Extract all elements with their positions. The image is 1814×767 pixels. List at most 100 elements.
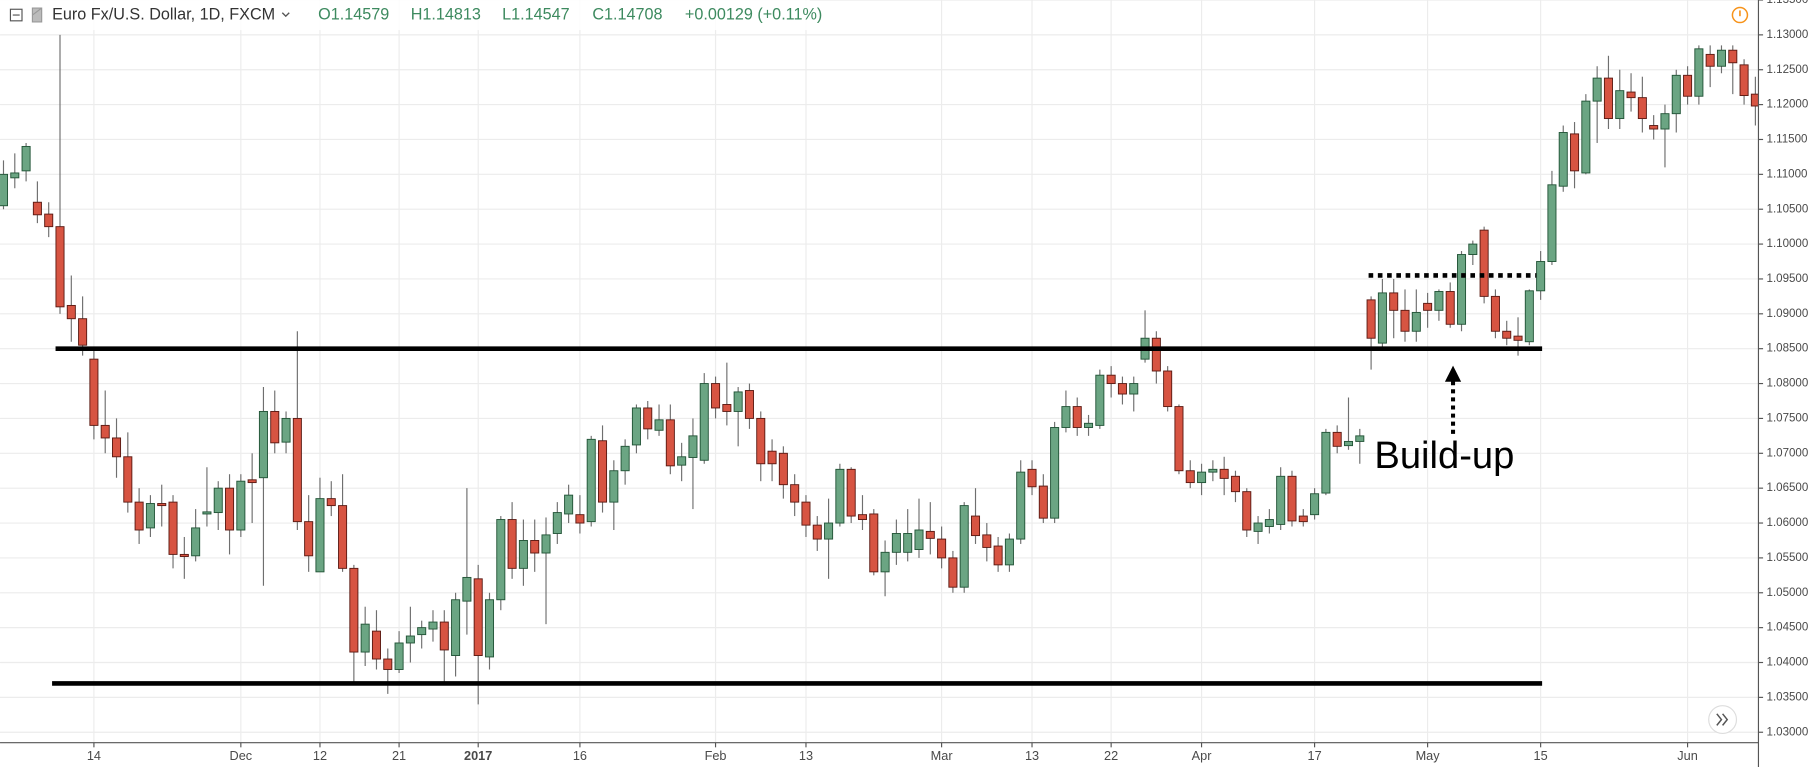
candle-body xyxy=(100,424,110,439)
candle-body xyxy=(1084,422,1094,428)
candle-body xyxy=(1705,53,1715,67)
candle-body xyxy=(1513,335,1523,341)
candle-body xyxy=(292,417,302,523)
symbol-dropdown[interactable] xyxy=(281,12,290,18)
scroll-button[interactable] xyxy=(1708,705,1738,735)
candle-body xyxy=(1434,291,1444,311)
symbol-title[interactable]: Euro Fx/U.S. Dollar, 1D, FXCM xyxy=(52,5,275,23)
candle-body xyxy=(1208,468,1218,473)
candle-body xyxy=(1603,77,1613,120)
ohlc-open: O1.14579 xyxy=(318,5,389,23)
candle-body xyxy=(1163,370,1173,408)
candle-body xyxy=(360,623,370,653)
candle-body xyxy=(1355,435,1365,442)
candle-body xyxy=(473,578,483,656)
y-tick-label: 1.12500 xyxy=(1767,64,1809,76)
ohlc-change: +0.00129 (+0.11%) xyxy=(685,5,822,23)
candle-body xyxy=(304,521,314,557)
candle-body xyxy=(1377,292,1387,344)
candle-body xyxy=(1072,406,1082,428)
candle-body xyxy=(1750,93,1759,107)
y-tick-label: 1.10500 xyxy=(1767,203,1809,215)
x-tick-label: 12 xyxy=(313,748,327,763)
candle-body xyxy=(236,480,246,531)
warning-icon[interactable] xyxy=(1731,6,1749,24)
candle-body xyxy=(801,501,811,526)
candle-body xyxy=(1400,309,1410,332)
candle-body xyxy=(66,304,76,320)
candle-body xyxy=(959,505,969,588)
candle-body xyxy=(439,621,449,651)
candle-body xyxy=(744,390,754,419)
y-tick-label: 1.05000 xyxy=(1767,587,1809,599)
candle-body xyxy=(1615,90,1625,120)
candle-body xyxy=(179,553,189,557)
candle-body xyxy=(1389,292,1399,311)
ohlc-high: H1.14813 xyxy=(411,5,481,23)
candle-body xyxy=(0,173,9,207)
candle-body xyxy=(1570,133,1580,172)
candle-body xyxy=(213,487,223,514)
candle-body xyxy=(270,410,280,444)
candle-body xyxy=(1739,64,1749,97)
candle-body xyxy=(32,201,42,216)
x-tick-label: 2017 xyxy=(464,748,492,763)
candle-body xyxy=(880,551,890,573)
candle-body xyxy=(586,438,596,523)
y-tick-label: 1.08000 xyxy=(1767,378,1809,390)
candle-body xyxy=(1423,302,1433,311)
candle-body xyxy=(112,437,122,458)
y-tick-label: 1.12000 xyxy=(1767,99,1809,111)
candle-body xyxy=(1242,491,1252,531)
y-tick-label: 1.06500 xyxy=(1767,482,1809,494)
y-tick-label: 1.13500 xyxy=(1767,0,1809,6)
candle-body xyxy=(1276,475,1286,525)
candle-body xyxy=(824,522,834,540)
x-tick-label: 22 xyxy=(1104,748,1118,763)
candle-body xyxy=(1095,374,1105,426)
candle-body xyxy=(711,383,721,409)
candle-body xyxy=(914,529,924,550)
candle-body xyxy=(326,498,336,507)
candle-body xyxy=(1264,519,1274,527)
candle-body xyxy=(1660,113,1670,130)
candle-body xyxy=(1716,49,1726,67)
arrow-head xyxy=(1444,365,1462,382)
candle-body xyxy=(1536,261,1546,292)
candle-body xyxy=(609,470,619,503)
candle-body xyxy=(1050,427,1060,519)
candle-body xyxy=(462,576,472,602)
candle-body xyxy=(925,530,935,539)
candle-body xyxy=(631,407,641,446)
candle-body xyxy=(134,501,144,531)
candle-body xyxy=(10,172,20,179)
candle-body xyxy=(812,524,822,540)
candle-body xyxy=(1287,475,1297,522)
candle-body xyxy=(869,513,879,573)
candle-body xyxy=(451,599,461,656)
candle-body xyxy=(1332,431,1342,447)
ohlc-close: C1.14708 xyxy=(592,5,662,23)
candle-body xyxy=(202,511,212,515)
candle-body xyxy=(857,514,867,521)
y-tick-label: 1.03500 xyxy=(1767,691,1809,703)
y-tick-label: 1.13000 xyxy=(1767,29,1809,41)
y-tick-label: 1.09000 xyxy=(1767,308,1809,320)
header-background xyxy=(0,0,810,31)
plot-area: Build-up xyxy=(0,34,1759,705)
candle-body xyxy=(937,538,947,559)
candle-body xyxy=(1298,515,1308,523)
candle-body xyxy=(1683,74,1693,97)
candle-body xyxy=(157,503,167,507)
y-tick-label: 1.05500 xyxy=(1767,552,1809,564)
candle-body xyxy=(1524,290,1534,343)
candle-body xyxy=(145,503,155,529)
annotation-text: Build-up xyxy=(1374,434,1514,477)
collapse-button[interactable] xyxy=(9,8,23,22)
y-tick-label: 1.11500 xyxy=(1767,134,1808,146)
candle-body xyxy=(258,410,268,479)
candle-body xyxy=(123,456,133,503)
candle-body xyxy=(1694,48,1704,97)
candle-body xyxy=(1061,406,1071,428)
candle-body xyxy=(1038,485,1048,519)
